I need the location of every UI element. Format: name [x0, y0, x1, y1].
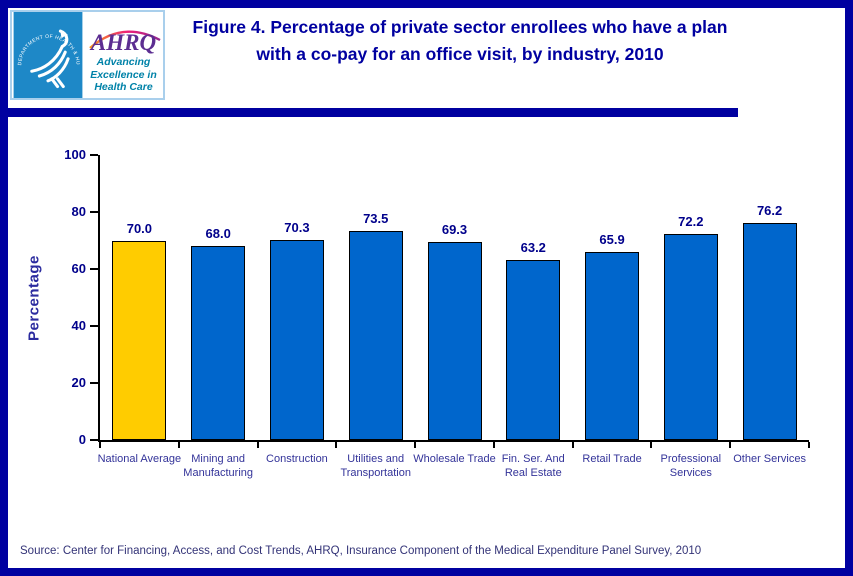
y-tick: [90, 268, 98, 270]
bar-value-label: 70.3: [284, 219, 310, 235]
y-tick-label: 80: [71, 204, 86, 219]
x-tick: [571, 442, 574, 448]
y-tick-label: 0: [78, 432, 86, 447]
bar: [742, 222, 797, 440]
x-axis-line: [98, 440, 809, 442]
bar: [427, 242, 482, 440]
category-label: Fin. Ser. And Real Estate: [501, 453, 565, 480]
category-label: Other Services: [733, 453, 806, 465]
x-tick: [650, 442, 653, 448]
category-label: Mining and Manufacturing: [183, 453, 254, 480]
y-axis-line: [98, 155, 100, 442]
rainbow-arc-icon: [89, 30, 161, 49]
y-tick-label: 100: [64, 147, 86, 162]
ahrq-logo: DEPARTMENT OF HEALTH & HUMAN SERVICES - …: [10, 10, 165, 100]
bar-value-label: 70.0: [126, 220, 153, 236]
x-tick: [99, 442, 101, 448]
x-tick: [177, 442, 180, 448]
bar: [112, 240, 167, 440]
tagline-line-1: Advancing: [96, 56, 151, 68]
tagline-line-2: Excellence in: [90, 68, 157, 81]
hhs-eagle-icon: [30, 29, 70, 89]
header-divider-bar: [0, 108, 738, 117]
category-label: National Average: [97, 453, 182, 465]
y-tick: [90, 154, 98, 156]
category-label: Utilities and Transportation: [340, 453, 411, 480]
x-tick: [335, 442, 338, 448]
bar-value-label: 63.2: [520, 239, 546, 255]
tagline-line-3: Health Care: [94, 81, 153, 94]
bar: [269, 239, 324, 440]
bar-value-label: 68.0: [205, 226, 231, 242]
ahrq-wordmark-block: AHRQ Advancing Excellence in Health Care: [84, 12, 163, 98]
category-label: Wholesale Trade: [413, 453, 496, 465]
bar-value-label: 65.9: [599, 232, 625, 248]
y-tick: [90, 325, 98, 327]
x-tick: [729, 442, 732, 448]
bar-value-label: 73.5: [363, 210, 389, 226]
bar: [191, 246, 246, 440]
hhs-seal-icon: DEPARTMENT OF HEALTH & HUMAN SERVICES - …: [12, 12, 83, 98]
y-tick-label: 20: [71, 375, 86, 390]
bar: [585, 252, 640, 440]
figure-title: Figure 4. Percentage of private sector e…: [192, 17, 728, 65]
source-note: Source: Center for Financing, Access, an…: [20, 545, 702, 557]
y-tick-label: 60: [71, 261, 86, 276]
bar-value-label: 69.3: [441, 222, 468, 238]
bar: [348, 230, 403, 440]
x-tick: [808, 442, 810, 448]
x-tick: [256, 442, 259, 448]
category-label: Construction: [266, 453, 328, 465]
bar-value-label: 72.2: [678, 214, 704, 230]
y-axis-title: Percentage: [25, 255, 43, 342]
ahrq-tagline: Advancing Excellence in Health Care: [84, 56, 163, 94]
y-tick: [90, 382, 98, 384]
x-tick: [414, 442, 417, 448]
bar: [663, 234, 718, 440]
bar: [506, 259, 561, 440]
eagle-beak-icon: [60, 31, 69, 38]
x-tick: [492, 442, 495, 448]
category-label: Professional Services: [660, 453, 722, 480]
y-tick: [90, 211, 98, 213]
y-tick: [90, 439, 98, 441]
category-label: Retail Trade: [582, 453, 642, 465]
y-tick-label: 40: [71, 318, 86, 333]
ahrq-wordmark: AHRQ: [90, 30, 157, 55]
bar-value-label: 76.2: [756, 202, 783, 218]
